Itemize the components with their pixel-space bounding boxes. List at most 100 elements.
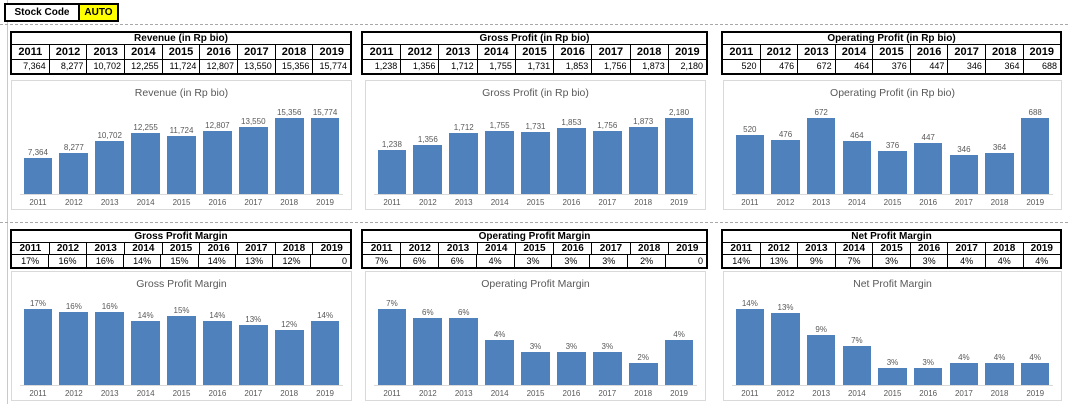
x-axis: 2011 2012 2013 2014 2015 2016 2017 2018 2019 [374,198,697,207]
bar-slot: 17% [20,299,56,385]
bar-slot: 520 [732,108,768,194]
bar-slot: 3% [518,299,554,385]
bar-value-label: 6% [422,308,434,317]
bar [913,368,943,385]
bar [949,155,979,194]
bar [628,127,658,194]
bar [592,131,622,194]
bar-value-label: 1,731 [525,122,546,131]
plot-area: 520 476 672 464 376 447 346 364 688 [732,108,1053,195]
value-cell: 1,755 [478,60,516,73]
value-cell: 2% [628,255,667,267]
value-cell: 0 [341,256,347,266]
value-cell: 1,756 [592,60,631,73]
operating-profit-margin-table: Operating Profit Margin 2011 2012 2013 2014 2… [361,229,708,269]
bar [878,368,907,385]
x-axis-label: 2016 [919,389,938,398]
year-header-cell: 2014 [125,243,163,255]
year-header-cell: 2017 [592,45,631,60]
bar-value-label: 10,702 [97,131,122,140]
value-cell: 13% [761,255,799,267]
year-header-cell: 2011 [12,243,50,255]
bar-value-label: 17% [29,299,46,308]
value-cell: 14% [124,255,162,267]
chart-title: Gross Profit Margin [136,278,227,290]
bar-slot: 4% [982,299,1018,385]
x-axis-label: 2011 [741,198,759,207]
bar-value-label: 7% [386,299,398,308]
bar [274,330,304,385]
year-header-cell: 2011 [363,45,402,60]
chart-title: Revenue (in Rp bio) [134,87,229,99]
bar-value-label: 14% [317,311,334,320]
bar-slot: 13% [235,299,271,385]
year-header-cell: 2019 [313,45,351,60]
bar-slot: 476 [768,108,804,194]
x-axis-label: 2018 [634,198,653,207]
value-cell: 376 [873,60,911,73]
bar [377,150,407,194]
bar [592,352,622,385]
year-header-cell: 2017 [238,45,276,60]
year-header-cell: 2015 [873,243,911,255]
bar-value-label: 9% [815,325,827,334]
x-axis-label: 2018 [280,198,299,207]
bar [664,118,694,194]
gross-profit-chart: Gross Profit (in Rp bio) 1,238 1,356 1,712 1… [365,80,706,210]
bar-slot: 6% [410,299,446,385]
x-axis: 2011 2012 2013 2014 2015 2016 2017 2018 2019 [20,389,343,398]
value-cell: 14% [723,255,761,267]
bar-value-label: 7,364 [27,148,48,157]
bar-slot: 1,238 [374,108,410,194]
value-cell: 12% [273,255,311,267]
value-cell: 7,364 [12,60,50,73]
bar [167,316,196,385]
x-axis-label: 2014 [136,389,155,398]
x-axis-label: 2011 [741,389,759,398]
x-axis-label: 2015 [883,389,902,398]
bar [485,340,514,385]
bar [913,143,943,194]
x-axis-label: 2012 [776,198,795,207]
value-cell: 17% [12,255,50,267]
bar-slot: 7% [374,299,410,385]
year-header-cell: 2017 [592,243,631,255]
value-cell: 4% [477,255,515,267]
bar [23,158,53,194]
bar-value-label: 3% [922,358,934,367]
year-header-cell: 2018 [985,243,1024,255]
year-header-cell: 2014 [835,243,874,255]
year-header-cell: 2012 [49,243,88,255]
x-axis-label: 2019 [316,198,334,207]
year-header-cell: 2018 [630,243,669,255]
stock-code-input[interactable]: AUTO [80,5,117,20]
bar-value-label: 3% [529,342,542,351]
bar [771,140,800,194]
page-break-line-middle [0,222,1068,223]
bar-value-label: 3% [601,342,614,351]
value-cell: 447 [911,60,949,73]
bar-slot: 1,712 [446,108,482,194]
value-cell: 1,853 [554,60,593,73]
year-header-cell: 2016 [910,243,949,255]
x-axis-label: 2014 [490,198,509,207]
bar [59,153,89,194]
year-header-cell: 2014 [477,45,516,60]
bar [203,321,232,385]
bar-slot: 13% [768,299,804,385]
chart-title: Operating Profit Margin [481,278,590,290]
x-axis-label: 2012 [776,389,795,398]
bar-slot: 688 [1017,108,1053,194]
x-axis-label: 2014 [847,389,866,398]
bar [842,141,872,194]
bar-value-label: 13,550 [241,117,266,126]
bar-value-label: 1,873 [633,117,654,126]
bar-slot: 4% [946,299,982,385]
bar-value-label: 672 [814,108,828,117]
table-title: Gross Profit Margin [12,231,350,243]
bar-slot: 12,255 [128,108,164,194]
chart-title: Gross Profit (in Rp bio) [482,87,589,99]
bar-value-label: 16% [65,302,82,311]
bar-slot: 7% [839,299,875,385]
stock-code-box: Stock Code AUTO [4,3,119,22]
